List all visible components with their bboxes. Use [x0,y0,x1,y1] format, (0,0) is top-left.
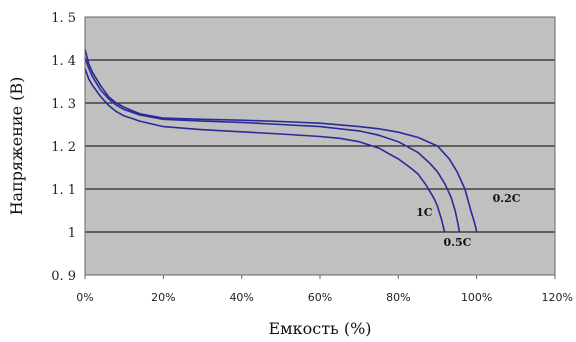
series-lines [84,48,478,233]
series-label-0.5C: 0.5C [443,236,471,249]
x-axis-title: Емкость (%) [268,319,371,338]
x-tick-label: 120% [542,291,573,304]
series-label-1C: 1C [416,206,433,219]
x-tick-label: 80% [386,291,410,304]
y-tick-labels: 0. 9 1 1. 1 1. 2 1. 3 1. 4 1. 5 [51,11,76,284]
y-tick-label: 0. 9 [51,269,76,284]
x-tick-labels: 0% 20% 40% 60% 80% 100% 120% [76,275,573,304]
series-line-1C [84,68,446,233]
x-tick-label: 0% [76,291,93,304]
x-tick-label: 60% [308,291,332,304]
x-tick-label: 20% [151,291,175,304]
y-tick-label: 1. 1 [51,183,76,198]
y-tick-label: 1. 3 [51,97,76,112]
series-line-0.5C [84,57,461,233]
y-tick-label: 1. 4 [51,54,76,69]
series-labels: 0.2C 0.5C 1C [416,192,521,249]
series-label-0.2C: 0.2C [493,192,521,205]
y-axis-title: Напряжение (В) [7,77,26,216]
y-tick-label: 1. 5 [51,11,76,26]
y-tick-label: 1 [68,226,76,241]
y-tick-label: 1. 2 [51,140,76,155]
x-tick-label: 40% [229,291,253,304]
x-tick-label: 100% [461,291,492,304]
series-line-0.2C [84,48,478,233]
